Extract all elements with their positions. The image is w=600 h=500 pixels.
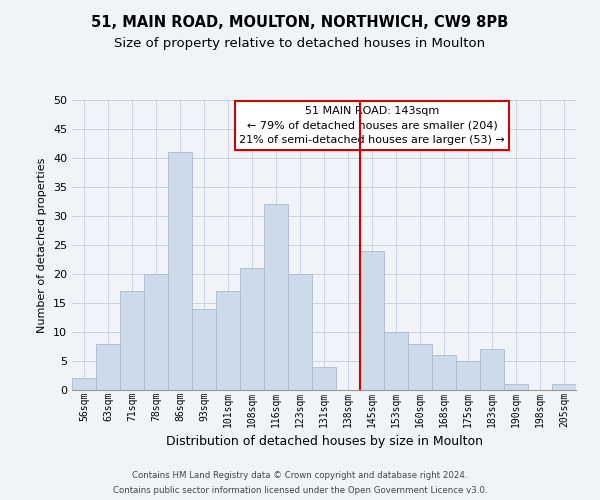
Text: Size of property relative to detached houses in Moulton: Size of property relative to detached ho… xyxy=(115,38,485,51)
Bar xyxy=(504,384,528,390)
Bar xyxy=(168,152,192,390)
Bar xyxy=(312,367,336,390)
Bar xyxy=(192,309,216,390)
Bar xyxy=(96,344,120,390)
Bar xyxy=(144,274,168,390)
Bar xyxy=(264,204,288,390)
Y-axis label: Number of detached properties: Number of detached properties xyxy=(37,158,47,332)
X-axis label: Distribution of detached houses by size in Moulton: Distribution of detached houses by size … xyxy=(166,435,482,448)
Bar xyxy=(120,292,144,390)
Bar xyxy=(432,355,456,390)
Bar xyxy=(384,332,408,390)
Text: 51 MAIN ROAD: 143sqm
← 79% of detached houses are smaller (204)
21% of semi-deta: 51 MAIN ROAD: 143sqm ← 79% of detached h… xyxy=(239,106,505,146)
Bar xyxy=(72,378,96,390)
Text: Contains public sector information licensed under the Open Government Licence v3: Contains public sector information licen… xyxy=(113,486,487,495)
Text: 51, MAIN ROAD, MOULTON, NORTHWICH, CW9 8PB: 51, MAIN ROAD, MOULTON, NORTHWICH, CW9 8… xyxy=(91,15,509,30)
Bar xyxy=(552,384,576,390)
Bar xyxy=(216,292,240,390)
Bar xyxy=(240,268,264,390)
Text: Contains HM Land Registry data © Crown copyright and database right 2024.: Contains HM Land Registry data © Crown c… xyxy=(132,471,468,480)
Bar xyxy=(480,350,504,390)
Bar xyxy=(456,361,480,390)
Bar xyxy=(408,344,432,390)
Bar xyxy=(360,251,384,390)
Bar xyxy=(288,274,312,390)
